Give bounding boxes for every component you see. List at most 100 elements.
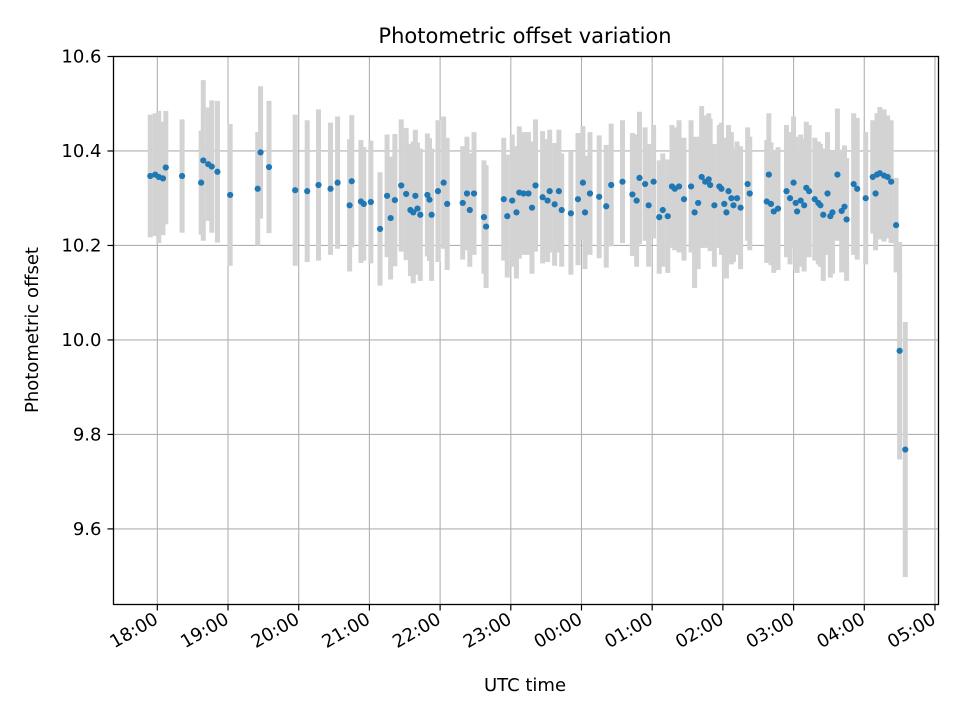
x-tick-label: 04:00 bbox=[813, 609, 868, 653]
data-point bbox=[504, 213, 511, 220]
data-point bbox=[398, 182, 405, 189]
data-point bbox=[680, 196, 688, 203]
data-point bbox=[525, 190, 532, 197]
data-point bbox=[574, 196, 582, 203]
data-point bbox=[444, 200, 451, 207]
data-point bbox=[596, 193, 603, 200]
data-point bbox=[650, 178, 657, 185]
data-point bbox=[725, 188, 732, 195]
data-point bbox=[586, 190, 594, 197]
data-point bbox=[424, 191, 431, 199]
y-tick-label: 10.4 bbox=[61, 141, 101, 162]
data-point bbox=[862, 195, 869, 202]
data-point bbox=[841, 203, 848, 210]
data-point bbox=[744, 180, 751, 188]
data-point bbox=[367, 198, 374, 206]
data-point bbox=[872, 190, 879, 197]
data-point bbox=[459, 199, 466, 207]
data-point bbox=[440, 179, 447, 186]
data-point bbox=[824, 190, 831, 197]
data-point bbox=[806, 188, 813, 195]
data-point bbox=[636, 174, 643, 182]
data-point bbox=[728, 195, 735, 202]
data-point bbox=[334, 179, 341, 186]
x-tick-label: 19:00 bbox=[177, 609, 232, 653]
data-point bbox=[200, 157, 207, 164]
data-point bbox=[765, 171, 772, 178]
x-tick-label: 23:00 bbox=[460, 609, 515, 653]
data-point bbox=[403, 190, 410, 198]
data-point bbox=[896, 347, 903, 354]
x-tick-label: 02:00 bbox=[672, 609, 727, 653]
data-point bbox=[434, 188, 442, 195]
data-point bbox=[801, 202, 808, 209]
data-point bbox=[786, 195, 794, 202]
data-point bbox=[520, 190, 527, 197]
data-point bbox=[162, 164, 169, 171]
x-axis-label: UTC time bbox=[484, 675, 566, 696]
y-tick-label: 9.6 bbox=[73, 519, 102, 540]
data-point bbox=[711, 202, 718, 209]
y-tick-label: 10.6 bbox=[61, 47, 101, 68]
data-point bbox=[544, 197, 551, 204]
data-point bbox=[774, 205, 782, 212]
data-point bbox=[834, 171, 841, 178]
data-point bbox=[208, 163, 215, 170]
data-point bbox=[797, 197, 804, 204]
data-point bbox=[178, 172, 186, 180]
data-point bbox=[579, 179, 587, 186]
data-point bbox=[567, 210, 574, 217]
data-point bbox=[414, 205, 421, 212]
data-point bbox=[528, 204, 536, 211]
data-point bbox=[410, 209, 417, 216]
data-point bbox=[292, 187, 299, 194]
data-point bbox=[315, 181, 322, 189]
data-point bbox=[376, 225, 384, 233]
x-tick-label: 05:00 bbox=[884, 609, 939, 653]
data-point bbox=[718, 185, 725, 192]
data-point bbox=[737, 204, 744, 211]
data-point bbox=[227, 191, 234, 199]
y-tick-label: 9.8 bbox=[73, 424, 102, 445]
error-bars bbox=[147, 80, 908, 578]
data-point bbox=[546, 188, 553, 195]
x-tick-label: 22:00 bbox=[389, 609, 444, 653]
y-tick-label: 10.0 bbox=[61, 330, 101, 351]
data-point bbox=[705, 176, 712, 183]
data-point bbox=[417, 211, 424, 218]
data-point bbox=[198, 179, 205, 186]
data-point bbox=[509, 197, 516, 204]
data-point bbox=[466, 206, 473, 214]
data-point bbox=[633, 197, 640, 204]
data-point bbox=[532, 182, 539, 189]
data-point bbox=[892, 222, 900, 229]
data-point bbox=[159, 175, 167, 182]
data-point bbox=[817, 202, 824, 209]
data-point bbox=[470, 190, 478, 197]
data-point bbox=[147, 172, 154, 180]
data-point bbox=[656, 214, 663, 221]
x-tick-label: 18:00 bbox=[106, 609, 161, 653]
chart-title: Photometric offset variation bbox=[378, 24, 671, 48]
data-point bbox=[254, 185, 261, 192]
data-point bbox=[346, 202, 353, 209]
data-point bbox=[843, 216, 850, 223]
data-point bbox=[539, 194, 546, 201]
data-point bbox=[695, 199, 702, 207]
data-point bbox=[675, 183, 683, 190]
x-axis: 18:00 19:00 20:00 21:00 22:00 23:00 00:00 01:00… bbox=[106, 604, 939, 653]
data-point bbox=[746, 190, 753, 197]
data-point bbox=[664, 213, 671, 220]
data-point bbox=[888, 178, 895, 185]
data-point bbox=[428, 211, 435, 218]
y-tick-label: 10.2 bbox=[61, 235, 101, 256]
data-point bbox=[687, 183, 695, 190]
data-point bbox=[783, 188, 790, 195]
data-point bbox=[790, 179, 797, 186]
data-point bbox=[794, 208, 801, 215]
data-point bbox=[707, 181, 714, 189]
data-point bbox=[902, 446, 909, 453]
data-point bbox=[391, 197, 398, 204]
data-points bbox=[147, 149, 909, 453]
